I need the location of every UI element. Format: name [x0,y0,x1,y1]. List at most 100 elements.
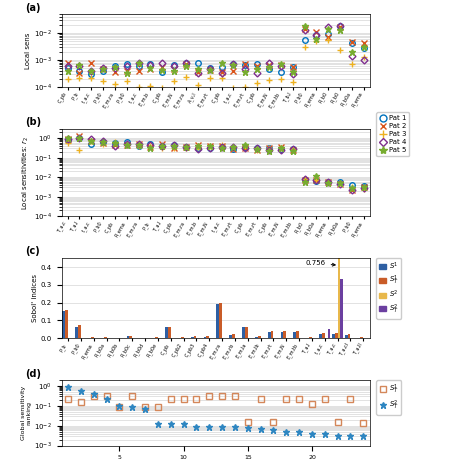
Bar [193,337,196,338]
Bar [255,337,258,338]
Bar [219,302,222,338]
$S^1_T$ [296,396,302,402]
Text: (c): (c) [25,246,39,256]
Bar [63,310,65,338]
$S^1_T$ [155,404,161,410]
$S^1_T$ [360,420,366,426]
$S^1_T$ [232,393,238,399]
$S^2_T$ [283,429,289,435]
Bar [155,337,158,338]
$S^1_T$ [193,396,199,402]
Text: (b): (b) [25,117,41,127]
Bar [340,280,343,338]
Text: 0.756: 0.756 [306,260,335,266]
$S^1_T$ [129,393,135,399]
$S^2_T$ [129,404,135,410]
Bar [91,337,94,338]
Y-axis label: Local sens: Local sens [25,32,31,69]
$S^1_T$ [91,393,97,399]
Bar [242,328,245,338]
Y-axis label: Global sensitivity
ranking: Global sensitivity ranking [20,386,31,440]
Bar [319,334,322,338]
$S^2_T$ [155,421,161,427]
Bar [65,310,68,338]
Bar [268,332,271,338]
$S^1_T$ [168,396,173,402]
$S^1_T$ [219,393,225,399]
$S^1_T$ [181,396,186,402]
Bar [335,333,337,338]
Bar [271,331,273,338]
$S^2_T$ [104,396,109,402]
Bar [165,328,168,338]
$S^1_T$ [245,419,251,425]
Bar [207,337,209,338]
Bar [78,325,81,338]
$S^1_T$ [65,396,71,402]
Text: (d): (d) [25,369,41,379]
$S^2_T$ [219,424,225,429]
Bar [322,333,325,338]
Bar [332,334,335,338]
Bar [283,331,286,338]
Bar [217,304,219,338]
Bar [296,331,299,338]
Legend: $S^1$, $S^1_T$, $S^2$, $S^2_T$: $S^1$, $S^1_T$, $S^2$, $S^2_T$ [376,258,401,319]
$S^1_T$ [283,396,289,402]
$S^2_T$ [78,388,84,394]
Bar [168,327,171,338]
$S^2_T$ [335,433,340,439]
Y-axis label: Local sensitivities: $r_2$: Local sensitivities: $r_2$ [21,136,31,210]
Bar [360,337,363,338]
Line: $S^2_T$: $S^2_T$ [64,384,367,439]
Legend: Pat 1, Pat 2, Pat 3, Pat 4, Pat 5: Pat 1, Pat 2, Pat 3, Pat 4, Pat 5 [376,112,409,156]
$S^2_T$ [206,424,212,429]
Bar [345,335,347,338]
Bar [337,204,340,338]
Bar [127,337,129,338]
Bar [347,334,350,338]
$S^2_T$ [168,421,173,427]
Bar [181,337,183,338]
Bar [281,332,283,338]
$S^2_T$ [322,431,328,437]
$S^2_T$ [245,425,251,430]
Y-axis label: Sobol' indices: Sobol' indices [32,274,38,322]
$S^2_T$ [258,426,264,432]
$S^1_T$ [322,396,328,402]
$S^2_T$ [181,421,186,427]
$S^1_T$ [142,404,148,410]
$S^2_T$ [347,433,353,439]
Bar [309,337,312,338]
$S^2_T$ [142,406,148,412]
Line: $S^1_T$: $S^1_T$ [65,393,366,426]
Text: (a): (a) [25,2,40,13]
$S^1_T$ [347,396,353,402]
$S^1_T$ [335,419,340,425]
Bar [328,329,330,338]
$S^1_T$ [258,396,264,402]
$S^2_T$ [232,424,238,429]
$S^1_T$ [206,393,212,399]
Bar [104,337,107,338]
Bar [293,332,296,338]
$S^2_T$ [65,384,71,390]
Bar [245,327,248,338]
$S^2_T$ [193,424,199,429]
Bar [191,337,193,338]
Bar [232,334,235,338]
$S^1_T$ [117,404,122,410]
$S^2_T$ [360,433,366,439]
$S^2_T$ [91,391,97,396]
$S^2_T$ [271,427,276,433]
Bar [204,337,207,338]
$S^1_T$ [78,399,84,405]
$S^2_T$ [117,403,122,409]
Bar [229,335,232,338]
Bar [75,327,78,338]
$S^1_T$ [271,419,276,425]
$S^1_T$ [104,393,109,399]
$S^2_T$ [296,429,302,435]
Bar [258,337,261,338]
$S^1_T$ [309,401,315,407]
